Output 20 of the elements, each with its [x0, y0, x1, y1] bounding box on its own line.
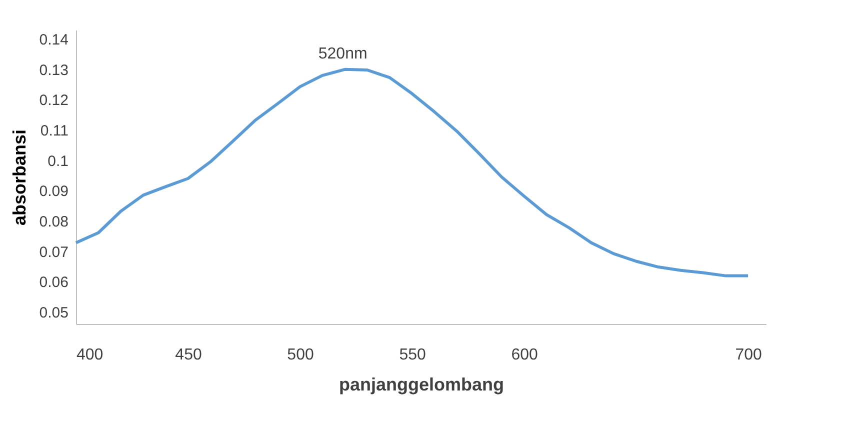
- x-tick-label: 550: [399, 346, 426, 364]
- y-tick-label: 0.14: [39, 32, 68, 49]
- y-axis-title: absorbansi: [9, 129, 30, 226]
- line-series: [74, 68, 750, 278]
- x-tick-label: 450: [175, 346, 202, 364]
- y-tick-label: 0.08: [39, 213, 68, 230]
- x-tick-label: 500: [287, 346, 314, 364]
- annotation: 520nm: [318, 45, 368, 62]
- x-tick-label: 700: [735, 346, 762, 364]
- y-tick-label: 0.12: [39, 92, 68, 110]
- y-tick-label: 0.05: [39, 304, 68, 322]
- y-tick-label: 0.09: [39, 183, 68, 200]
- y-tick-label: 0.1: [48, 152, 68, 170]
- y-tick-label: 0.06: [39, 274, 68, 292]
- y-tick-label: 0.13: [39, 62, 68, 79]
- y-tick-label: 0.11: [40, 122, 68, 140]
- y-tick-label: 0.07: [39, 244, 68, 261]
- x-tick-label: 400: [76, 346, 104, 364]
- x-axis-title: panjanggelombang: [338, 374, 504, 394]
- x-tick-label: 600: [511, 346, 538, 364]
